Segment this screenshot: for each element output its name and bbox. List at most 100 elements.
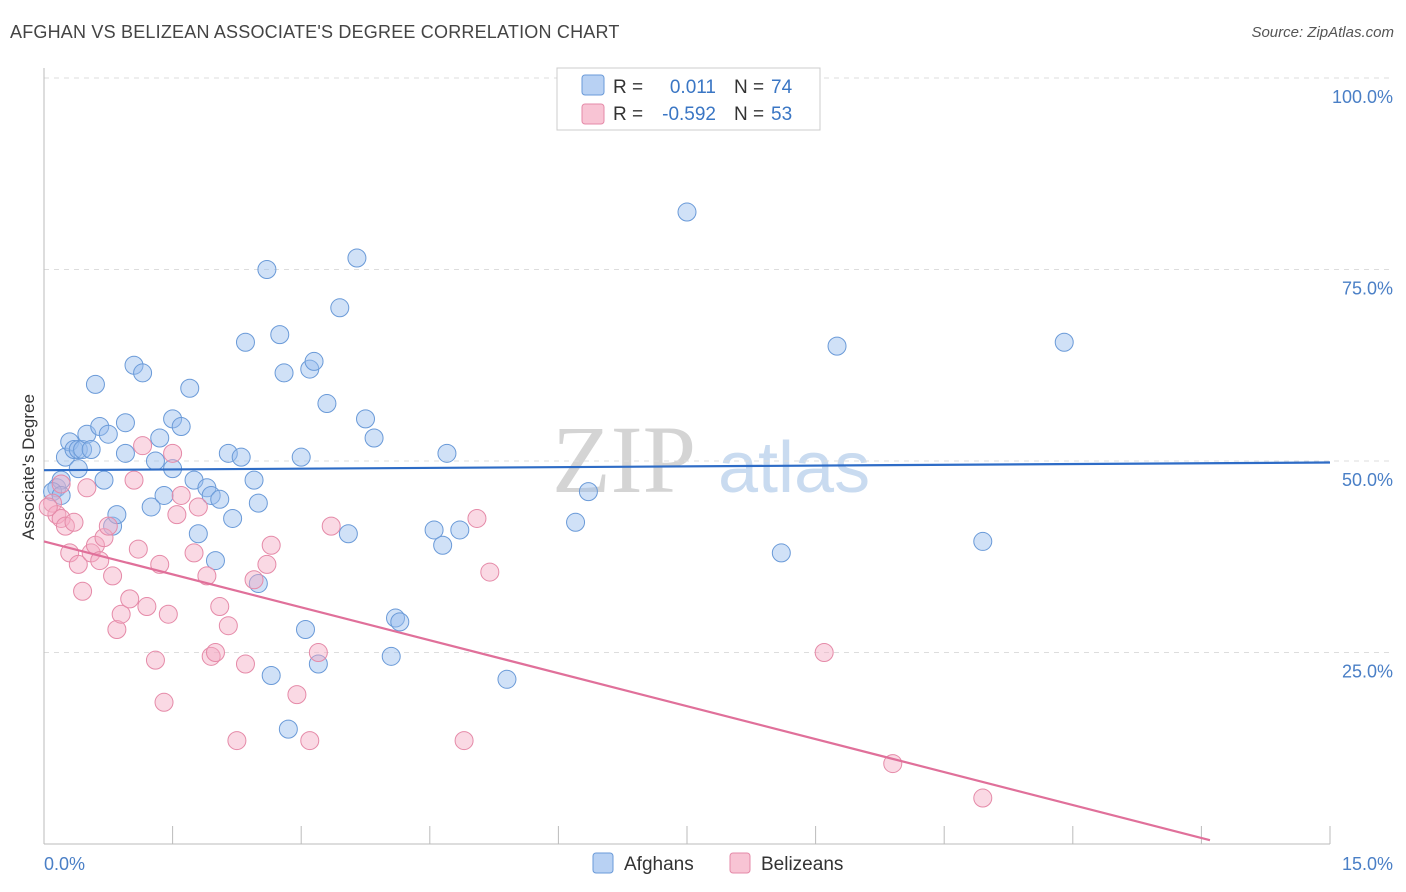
x-tick-label-0: 0.0% bbox=[44, 854, 85, 874]
point-belizeans-18 bbox=[124, 470, 144, 490]
point-afghans-45 bbox=[278, 719, 298, 739]
point-afghans-53 bbox=[338, 524, 358, 544]
point-afghans-16 bbox=[115, 413, 135, 433]
chart-title: AFGHAN VS BELIZEAN ASSOCIATE'S DEGREE CO… bbox=[10, 22, 620, 42]
point-belizeans-7 bbox=[73, 581, 93, 601]
y-tick-label-100: 100.0% bbox=[1332, 87, 1393, 107]
point-afghans-41 bbox=[257, 260, 277, 279]
point-belizeans-29 bbox=[184, 543, 204, 563]
legend-r-label-afghans: R = bbox=[613, 77, 643, 98]
point-belizeans-27 bbox=[167, 505, 187, 525]
point-afghans-42 bbox=[261, 665, 281, 685]
point-afghans-49 bbox=[304, 351, 324, 371]
point-belizeans-47 bbox=[480, 562, 500, 582]
data-points bbox=[38, 202, 1074, 808]
point-afghans-33 bbox=[210, 489, 230, 509]
trend-line-afghans bbox=[43, 461, 1331, 472]
stats-legend: R = 0.011 N = 74 R = -0.592 N = 53 bbox=[556, 67, 821, 131]
point-afghans-29 bbox=[188, 524, 208, 544]
legend-r-value-afghans: 0.011 bbox=[670, 77, 716, 98]
point-belizeans-16 bbox=[111, 604, 131, 624]
point-belizeans-21 bbox=[137, 597, 157, 617]
legend-n-value-belizeans: 53 bbox=[771, 104, 792, 125]
point-belizeans-17 bbox=[120, 589, 140, 609]
point-belizeans-26 bbox=[163, 443, 183, 463]
point-afghans-36 bbox=[231, 447, 251, 467]
point-afghans-47 bbox=[295, 620, 315, 640]
point-belizeans-25 bbox=[158, 604, 178, 624]
legend-n-label-belizeans: N = bbox=[734, 104, 764, 125]
point-belizeans-13 bbox=[98, 516, 118, 536]
point-belizeans-38 bbox=[244, 570, 264, 590]
point-belizeans-12 bbox=[94, 528, 114, 548]
point-afghans-39 bbox=[248, 493, 268, 513]
point-afghans-44 bbox=[274, 363, 294, 383]
point-belizeans-45 bbox=[454, 731, 474, 751]
point-belizeans-39 bbox=[257, 554, 277, 574]
point-afghans-64 bbox=[497, 669, 517, 689]
point-afghans-27 bbox=[180, 378, 200, 398]
point-afghans-65 bbox=[566, 512, 586, 532]
point-afghans-68 bbox=[771, 543, 791, 563]
point-afghans-57 bbox=[381, 646, 401, 666]
legend-n-label-afghans: N = bbox=[734, 77, 764, 98]
point-belizeans-24 bbox=[154, 692, 174, 712]
point-afghans-19 bbox=[133, 363, 153, 383]
point-afghans-37 bbox=[235, 332, 255, 352]
source-label: Source: ZipAtlas.com bbox=[1251, 24, 1394, 41]
legend-n-value-afghans: 74 bbox=[771, 77, 793, 98]
point-afghans-62 bbox=[437, 443, 457, 463]
point-belizeans-8 bbox=[77, 478, 97, 498]
point-afghans-13 bbox=[98, 424, 118, 444]
point-belizeans-46 bbox=[467, 508, 487, 528]
point-belizeans-52 bbox=[38, 497, 58, 517]
point-afghans-60 bbox=[424, 520, 444, 540]
legend-swatch-afghans bbox=[581, 74, 605, 96]
y-axis-title: Associate's Degree bbox=[19, 394, 38, 540]
x-tick-label-15: 15.0% bbox=[1342, 854, 1393, 874]
tick-labels: 25.0% 50.0% 75.0% 100.0% 0.0% 15.0% bbox=[44, 87, 1393, 874]
point-belizeans-31 bbox=[197, 566, 217, 586]
point-belizeans-48 bbox=[814, 643, 834, 662]
point-belizeans-22 bbox=[145, 650, 165, 670]
point-belizeans-35 bbox=[218, 616, 238, 636]
point-afghans-50 bbox=[308, 654, 328, 674]
point-belizeans-28 bbox=[171, 485, 191, 505]
point-belizeans-43 bbox=[308, 643, 328, 662]
point-afghans-56 bbox=[364, 428, 384, 448]
point-afghans-10 bbox=[85, 374, 105, 394]
point-afghans-59 bbox=[390, 612, 410, 632]
point-afghans-46 bbox=[291, 447, 311, 467]
point-belizeans-36 bbox=[227, 731, 247, 751]
point-afghans-20 bbox=[141, 497, 161, 517]
point-afghans-55 bbox=[356, 409, 375, 429]
point-afghans-52 bbox=[330, 298, 350, 318]
point-afghans-34 bbox=[218, 443, 238, 463]
point-afghans-35 bbox=[223, 508, 243, 528]
point-belizeans-5 bbox=[64, 512, 84, 532]
point-afghans-21 bbox=[145, 451, 165, 471]
point-belizeans-6 bbox=[68, 554, 88, 574]
point-afghans-51 bbox=[317, 394, 337, 414]
legend-r-label-belizeans: R = bbox=[613, 104, 643, 125]
point-afghans-26 bbox=[171, 417, 191, 437]
bottom-legend-label-afghans: Afghans bbox=[624, 854, 694, 875]
y-tick-label-75: 75.0% bbox=[1342, 279, 1393, 299]
point-belizeans-14 bbox=[103, 566, 123, 586]
point-afghans-38 bbox=[244, 470, 264, 490]
point-afghans-23 bbox=[154, 485, 174, 505]
bottom-legend-swatch-belizeans bbox=[729, 852, 751, 874]
y-tick-label-25: 25.0% bbox=[1342, 662, 1393, 682]
bottom-legend-label-belizeans: Belizeans bbox=[761, 854, 843, 875]
watermark-atlas: atlas bbox=[718, 428, 870, 508]
point-afghans-61 bbox=[433, 535, 453, 555]
point-afghans-66 bbox=[578, 482, 598, 502]
point-belizeans-34 bbox=[210, 597, 230, 617]
point-afghans-63 bbox=[450, 520, 470, 540]
bottom-legend-swatch-afghans bbox=[592, 852, 614, 874]
point-belizeans-41 bbox=[287, 685, 307, 705]
point-belizeans-20 bbox=[133, 436, 153, 456]
y-tick-label-50: 50.0% bbox=[1342, 470, 1393, 490]
point-afghans-43 bbox=[270, 325, 290, 345]
